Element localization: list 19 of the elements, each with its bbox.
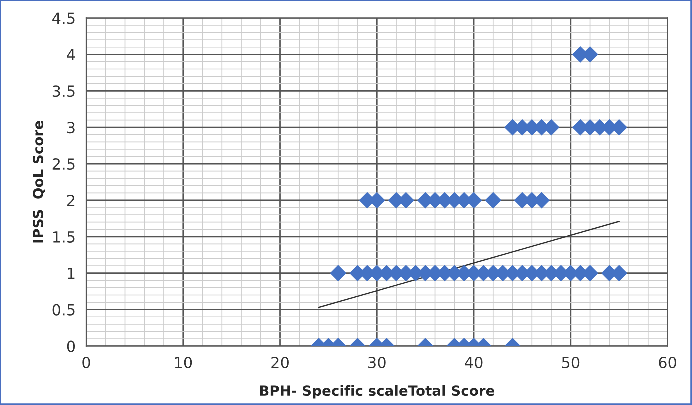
- x-tick-label: 0: [82, 356, 90, 369]
- x-tick-label: 40: [465, 356, 483, 369]
- y-tick-label: 1: [68, 268, 75, 280]
- x-tick-label: 30: [368, 356, 386, 369]
- y-tick-label: 4: [67, 49, 76, 60]
- x-tick-label: 50: [562, 356, 580, 369]
- x-tick-label: 20: [272, 356, 289, 369]
- y-tick-label: 1.5: [53, 232, 75, 243]
- y-tick-label: 0.5: [52, 304, 75, 316]
- x-tick-label: 10: [175, 356, 192, 369]
- x-tick-label: 60: [659, 356, 676, 369]
- y-tick-label: 0: [67, 340, 76, 352]
- y-tick-label: 2: [67, 194, 75, 206]
- y-tick-label: 3.5: [52, 86, 75, 98]
- x-axis-title: BPH- Specific scaleTotal Score: [260, 385, 495, 399]
- y-tick-label: 2.5: [52, 158, 75, 170]
- y-tick-label: 3: [68, 122, 75, 134]
- y-axis-title: IPSS QoL Score: [33, 121, 46, 243]
- y-tick-label: 4.5: [52, 12, 75, 24]
